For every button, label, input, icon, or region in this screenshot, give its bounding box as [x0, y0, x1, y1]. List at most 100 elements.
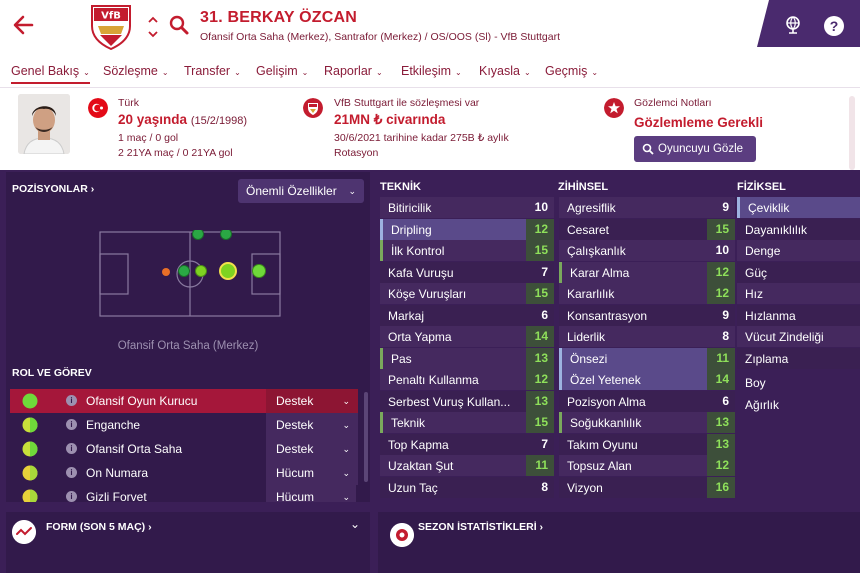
info-icon[interactable]: i	[66, 419, 77, 430]
attribute-row[interactable]: Bitiricilik 10	[380, 197, 554, 218]
duty-dropdown[interactable]: Destek ⌄	[266, 437, 358, 461]
attribute-row[interactable]: Boy	[737, 372, 860, 393]
info-icon[interactable]: i	[66, 467, 77, 478]
roles-scrollbar[interactable]	[364, 392, 368, 482]
attribute-name: Karar Alma	[570, 265, 630, 280]
role-suitability-icon	[22, 489, 38, 502]
tab-overview[interactable]: Genel Bakış ⌄	[11, 64, 90, 84]
attribute-row[interactable]: Hız	[737, 283, 860, 304]
attribute-name: Hız	[745, 287, 763, 301]
player-portrait	[18, 94, 70, 154]
tab-development[interactable]: Gelişim ⌄	[256, 64, 309, 78]
attribute-name: Liderlik	[567, 330, 606, 344]
duty-dropdown[interactable]: Hücum ⌄	[266, 461, 358, 485]
search-icon[interactable]	[168, 14, 190, 36]
attribute-name: Özel Yetenek	[570, 373, 641, 387]
attribute-name: Teknik	[391, 416, 426, 430]
attribute-row[interactable]: Denge	[737, 240, 860, 261]
roles-title: ROL VE GÖREV	[12, 367, 92, 379]
tab-compare[interactable]: Kıyasla ⌄	[479, 64, 531, 78]
attribute-row[interactable]: Pozisyon Alma 6	[559, 390, 735, 412]
prev-next-player-icon[interactable]	[146, 12, 160, 42]
positions-title[interactable]: POZİSYONLAR ›	[12, 183, 95, 195]
profile-tab-bar: Genel Bakış ⌄ Sözleşme ⌄ Transfer ⌄ Gelişim…	[0, 58, 860, 88]
attribute-row[interactable]: Hızlanma	[737, 304, 860, 326]
attribute-row[interactable]: Konsantrasyon 9	[559, 304, 735, 326]
attribute-value: 13	[707, 412, 735, 433]
attribute-row[interactable]: Ağırlık	[737, 393, 860, 415]
positions-roles-panel: POZİSYONLAR › Önemli Özellikler ⌄ Ofansif…	[6, 172, 370, 502]
chevron-down-icon: ⌄	[234, 68, 241, 77]
attribute-name: Kararlılık	[567, 287, 615, 301]
attribute-row[interactable]: Agresiflik 9	[559, 197, 735, 218]
attribute-row[interactable]: Takım Oyunu 13	[559, 433, 735, 455]
info-icon[interactable]: i	[66, 395, 77, 406]
club-crest-logo: VfB	[91, 5, 131, 50]
key-attributes-dropdown[interactable]: Önemli Özellikler ⌄	[238, 179, 364, 203]
form-chart-icon	[12, 520, 36, 544]
attribute-row[interactable]: Özel Yetenek 14	[559, 369, 735, 390]
tab-reports[interactable]: Raporlar ⌄	[324, 64, 383, 78]
position-pitch-diagram	[99, 230, 281, 317]
attribute-value: 7	[541, 436, 548, 451]
attribute-row[interactable]: Zıplama	[737, 347, 860, 369]
attribute-row[interactable]: Cesaret 15	[559, 218, 735, 240]
attribute-row[interactable]: Dayanıklılık	[737, 218, 860, 240]
attribute-row[interactable]: Güç	[737, 261, 860, 283]
age-value: 20 yaşında (15/2/1998)	[118, 112, 248, 127]
attribute-row[interactable]: Soğukkanlılık 13	[559, 412, 735, 433]
form-title[interactable]: FORM (SON 5 MAÇ) ›	[46, 521, 152, 533]
attribute-row[interactable]: Liderlik 8	[559, 326, 735, 347]
duty-dropdown[interactable]: Destek ⌄	[266, 413, 358, 437]
attribute-row[interactable]: İlk Kontrol 15	[380, 240, 554, 261]
attribute-row[interactable]: Pas 13	[380, 347, 554, 369]
attribute-row[interactable]: Topsuz Alan 12	[559, 455, 735, 476]
attribute-row[interactable]: Çeviklik	[737, 197, 860, 218]
role-row[interactable]: i Gizli Forvet Hücum ⌄	[10, 485, 356, 502]
attribute-row[interactable]: Önsezi 11	[559, 347, 735, 369]
attribute-row[interactable]: Kararlılık 12	[559, 283, 735, 304]
scout-player-button[interactable]: Oyuncuyu Gözle	[634, 136, 756, 162]
chevron-down-icon: ⌄	[342, 420, 350, 430]
attribute-row[interactable]: Kafa Vuruşu 7	[380, 261, 554, 283]
attribute-value: 15	[526, 283, 554, 304]
role-row[interactable]: i Ofansif Orta Saha Destek ⌄	[10, 437, 358, 461]
tab-interaction[interactable]: Etkileşim ⌄	[401, 64, 462, 78]
attribute-row[interactable]: Köşe Vuruşları 15	[380, 283, 554, 304]
scout-status: Gözlemleme Gerekli	[634, 115, 764, 130]
duty-dropdown[interactable]: Destek ⌄	[266, 389, 358, 413]
season-stats-title[interactable]: SEZON İSTATİSTİKLERİ ›	[418, 521, 544, 533]
attribute-value: 10	[534, 200, 548, 214]
attribute-row[interactable]: Çalışkanlık 10	[559, 240, 735, 261]
attribute-name: Dripling	[391, 222, 432, 237]
globe-icon[interactable]	[785, 16, 801, 34]
tab-history[interactable]: Geçmiş ⌄	[545, 64, 599, 78]
info-icon[interactable]: i	[66, 491, 77, 502]
attribute-row[interactable]: Teknik 15	[380, 412, 554, 433]
contract-expiry-wage: 30/6/2021 tarihine kadar 275B ₺ aylık	[334, 132, 509, 144]
attribute-row[interactable]: Vücut Zindeliği	[737, 326, 860, 347]
role-row[interactable]: i On Numara Hücum ⌄	[10, 461, 358, 485]
tab-contract[interactable]: Sözleşme ⌄	[103, 64, 169, 78]
attribute-row[interactable]: Vizyon 16	[559, 476, 735, 498]
tab-transfer[interactable]: Transfer ⌄	[184, 64, 241, 78]
chevron-down-icon: ⌄	[342, 396, 350, 406]
attribute-row[interactable]: Uzaktan Şut 11	[380, 455, 554, 476]
help-icon[interactable]: ?	[824, 16, 844, 36]
role-row[interactable]: i Ofansif Oyun Kurucu Destek ⌄	[10, 389, 358, 413]
attribute-row[interactable]: Serbest Vuruş Kullan... 13	[380, 390, 554, 412]
attribute-row[interactable]: Dripling 12	[380, 218, 554, 240]
duty-dropdown[interactable]: Hücum ⌄	[266, 485, 356, 502]
attribute-row[interactable]: Markaj 6	[380, 304, 554, 326]
back-arrow-icon[interactable]	[10, 12, 36, 38]
attribute-row[interactable]: Karar Alma 12	[559, 261, 735, 283]
attribute-name: Çeviklik	[748, 201, 790, 215]
role-row[interactable]: i Enganche Destek ⌄	[10, 413, 358, 437]
attribute-row[interactable]: Penaltı Kullanma 12	[380, 369, 554, 390]
attribute-row[interactable]: Orta Yapma 14	[380, 326, 554, 347]
attribute-row[interactable]: Top Kapma 7	[380, 433, 554, 455]
info-icon[interactable]: i	[66, 443, 77, 454]
chevron-down-icon[interactable]: ⌄	[350, 517, 361, 531]
attribute-row[interactable]: Uzun Taç 8	[380, 476, 554, 498]
info-scrollbar[interactable]	[849, 96, 855, 170]
